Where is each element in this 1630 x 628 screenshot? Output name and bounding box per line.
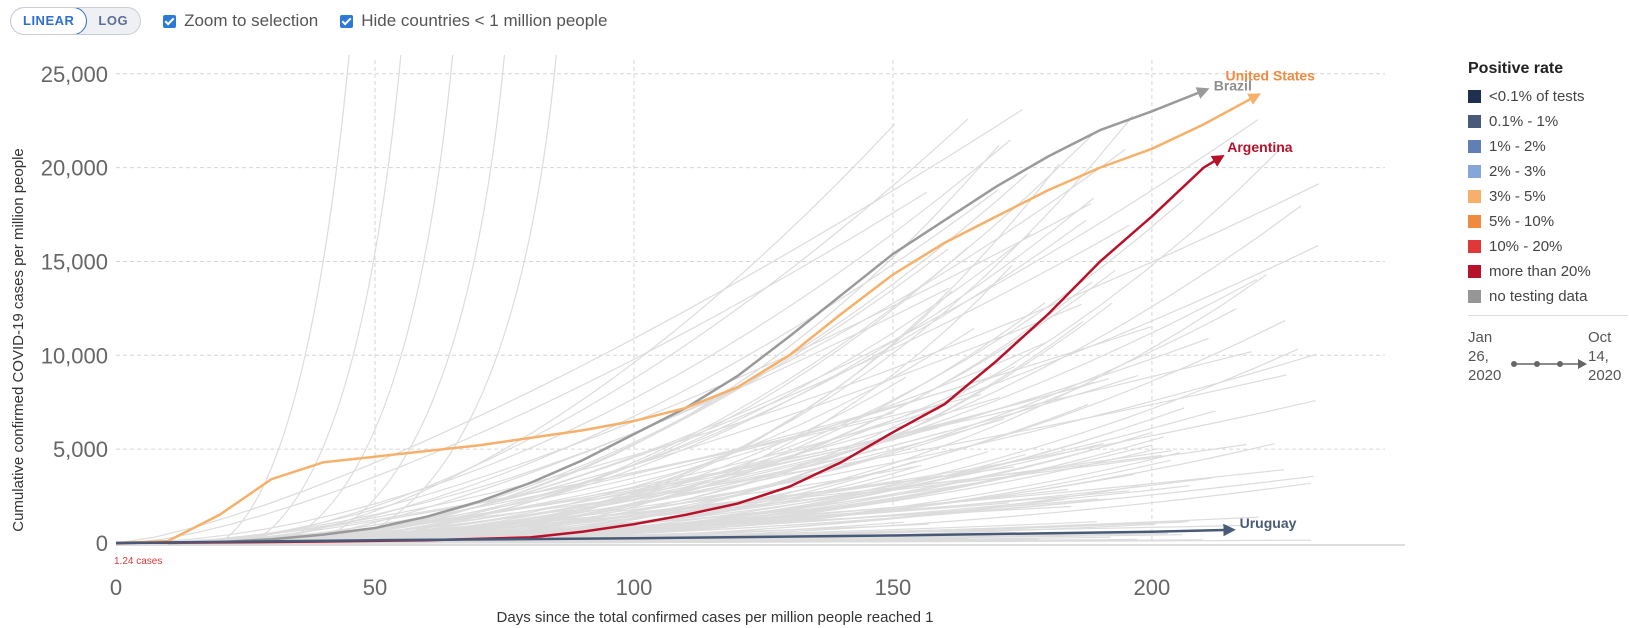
y-tick-label: 25,000 <box>41 62 108 87</box>
legend-label: more than 20% <box>1489 263 1591 280</box>
hide-small-countries-label: Hide countries < 1 million people <box>361 11 608 30</box>
legend-item[interactable]: 3% - 5% <box>1468 184 1628 209</box>
legend-swatch <box>1468 90 1481 103</box>
checkbox-checked-icon[interactable] <box>340 14 354 28</box>
x-tick-label: 100 <box>616 575 653 600</box>
country-trend-line[interactable] <box>228 123 896 544</box>
x-tick-label: 50 <box>363 575 387 600</box>
timeline-start-day: 26, <box>1468 348 1489 365</box>
legend-item[interactable]: 1% - 2% <box>1468 134 1628 159</box>
legend-swatch <box>1468 265 1481 278</box>
y-tick-label: 5,000 <box>53 437 108 462</box>
x-tick-label: 150 <box>875 575 912 600</box>
series-label[interactable]: Uruguay <box>1240 515 1297 531</box>
legend-item[interactable]: 2% - 3% <box>1468 159 1628 184</box>
legend-label: <0.1% of tests <box>1489 88 1585 105</box>
timeline-start-month: Jan <box>1468 329 1493 346</box>
country-trend-line[interactable] <box>312 54 506 544</box>
timeline-end-year: 2020 <box>1588 367 1622 384</box>
legend-label: 10% - 20% <box>1489 238 1563 255</box>
legend-item[interactable]: 5% - 10% <box>1468 209 1628 234</box>
legend-label: 3% - 5% <box>1489 188 1546 205</box>
legend-item[interactable]: no testing data <box>1468 284 1628 309</box>
series-label[interactable]: Argentina <box>1227 139 1293 155</box>
chart-controls: LINEAR LOG Zoom to selection Hide countr… <box>10 7 607 35</box>
checkbox-checked-icon[interactable] <box>163 14 177 28</box>
legend-swatch <box>1468 215 1481 228</box>
country-trend-line[interactable] <box>205 326 1152 544</box>
scale-toggle: LINEAR LOG <box>10 7 142 35</box>
country-trend-line[interactable] <box>253 119 1259 544</box>
x-tick-label: 200 <box>1134 575 1171 600</box>
timeline-end-label: Oct 14, 2020 <box>1588 328 1621 385</box>
legend-divider <box>1468 315 1628 316</box>
legend-item[interactable]: <0.1% of tests <box>1468 84 1628 109</box>
legend-label: no testing data <box>1489 288 1588 305</box>
legend-swatch <box>1468 115 1481 128</box>
legend-label: 2% - 3% <box>1489 163 1546 180</box>
country-trend-line[interactable] <box>157 183 1320 544</box>
axes: 0 5,000 10,000 15,000 20,000 25,000 0 50 100 150 2… <box>41 62 1405 600</box>
annotation-min-cases: 1.24 cases <box>114 556 162 567</box>
legend-items: <0.1% of tests 0.1% - 1% 1% - 2% 2% - 3% 3% … <box>1468 84 1628 309</box>
zoom-to-selection-checkbox[interactable]: Zoom to selection <box>163 11 318 31</box>
country-trend-line[interactable] <box>132 148 1126 544</box>
series-line[interactable] <box>115 93 1261 545</box>
country-trend-line[interactable] <box>251 205 1302 544</box>
y-tick-label: 0 <box>96 531 108 556</box>
legend-swatch <box>1468 140 1481 153</box>
country-trend-line[interactable] <box>130 191 928 544</box>
country-trend-line[interactable] <box>284 245 1319 544</box>
legend-label: 1% - 2% <box>1489 138 1546 155</box>
country-trend-line[interactable] <box>118 108 1023 544</box>
zoom-to-selection-label: Zoom to selection <box>184 11 319 30</box>
y-tick-label: 10,000 <box>41 343 108 368</box>
timeline-slider[interactable]: Jan 26, 2020 Oct 14, 2020 <box>1468 328 1628 388</box>
timeline-start-label: Jan 26, 2020 <box>1468 328 1501 385</box>
timeline-end-arrow-icon[interactable] <box>1578 359 1587 369</box>
series-label[interactable]: United States <box>1226 67 1316 83</box>
legend-label: 0.1% - 1% <box>1489 113 1559 130</box>
hide-small-countries-checkbox[interactable]: Hide countries < 1 million people <box>340 11 607 31</box>
color-legend: Positive rate <0.1% of tests 0.1% - 1% 1% … <box>1468 60 1628 388</box>
country-trend-line[interactable] <box>219 54 350 544</box>
legend-item[interactable]: more than 20% <box>1468 259 1628 284</box>
linear-scale-button[interactable]: LINEAR <box>11 8 88 34</box>
series-line[interactable] <box>115 523 1236 545</box>
legend-swatch <box>1468 190 1481 203</box>
series-label[interactable]: Brazil <box>1214 78 1252 94</box>
timeline-start-year: 2020 <box>1468 367 1502 384</box>
timeline-end-day: 14, <box>1588 348 1609 365</box>
timeline-track[interactable] <box>1510 354 1590 374</box>
legend-label: 5% - 10% <box>1489 213 1555 230</box>
legend-item[interactable]: 10% - 20% <box>1468 234 1628 259</box>
legend-swatch <box>1468 165 1481 178</box>
country-trend-line[interactable] <box>219 246 969 544</box>
y-axis-label: Cumulative confirmed COVID-19 cases per … <box>10 148 27 532</box>
log-scale-button[interactable]: LOG <box>98 13 129 28</box>
y-tick-label: 15,000 <box>41 249 108 274</box>
x-tick-label: 0 <box>110 575 122 600</box>
timeline-mid-handle[interactable] <box>1534 361 1540 367</box>
country-trend-line[interactable] <box>281 54 454 544</box>
x-axis-label: Days since the total confirmed cases per… <box>497 609 934 626</box>
y-tick-label: 20,000 <box>41 156 108 181</box>
country-trend-line[interactable] <box>262 485 1141 544</box>
legend-swatch <box>1468 240 1481 253</box>
timeline-mid-handle[interactable] <box>1557 361 1563 367</box>
legend-title: Positive rate <box>1468 60 1564 77</box>
timeline-end-month: Oct <box>1588 329 1612 346</box>
country-trend-line[interactable] <box>250 54 402 544</box>
timeline-start-handle[interactable] <box>1511 361 1517 367</box>
legend-item[interactable]: 0.1% - 1% <box>1468 109 1628 134</box>
legend-swatch <box>1468 290 1481 303</box>
country-trend-line[interactable] <box>201 189 999 544</box>
country-trend-line[interactable] <box>343 54 557 544</box>
